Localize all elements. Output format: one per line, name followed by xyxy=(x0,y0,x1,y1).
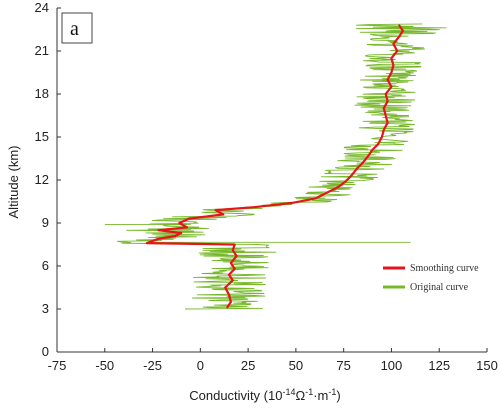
smoothing-curve-point xyxy=(386,121,389,124)
smoothing-curve-point xyxy=(233,268,236,270)
smoothing-curve-point xyxy=(392,64,395,67)
smoothing-curve-point xyxy=(157,238,160,240)
y-tick-label: 15 xyxy=(35,129,49,144)
original-curve-line xyxy=(104,23,447,310)
smoothing-curve-point xyxy=(230,262,232,264)
y-axis-title: Altitude (km) xyxy=(6,146,21,219)
smoothing-curve-point xyxy=(186,226,188,229)
smoothing-curve-point xyxy=(384,114,387,117)
smoothing-curve-point xyxy=(344,180,347,183)
smoothing-curve-line xyxy=(145,24,404,309)
panel-label-box xyxy=(61,12,93,44)
smoothing-curve-point xyxy=(233,243,236,246)
x-tick-label: 50 xyxy=(289,358,303,373)
y-tick-label: 9 xyxy=(42,215,49,230)
smoothing-curve-point xyxy=(224,286,226,289)
smoothing-curve-point xyxy=(232,279,234,282)
x-tick-label: 150 xyxy=(476,358,498,373)
original-curve-series xyxy=(104,23,447,310)
x-tick-label: 0 xyxy=(197,358,204,373)
smoothing-curve-point xyxy=(178,222,181,224)
smoothing-curve-point xyxy=(390,71,393,74)
smoothing-curve-point xyxy=(386,100,389,102)
smoothing-curve-point xyxy=(398,24,400,27)
smoothing-curve-point xyxy=(383,107,385,110)
y-tick-label: 21 xyxy=(35,43,49,58)
smoothing-curve-point xyxy=(291,202,293,204)
smoothing-curve-point xyxy=(402,30,404,32)
smoothing-curve-point xyxy=(383,129,385,131)
smoothing-curve-point xyxy=(392,43,395,45)
panel-label-text: a xyxy=(70,18,79,40)
smoothing-curve-point xyxy=(253,206,255,208)
smoothing-curve-point xyxy=(146,242,148,244)
smoothing-curve-point xyxy=(325,192,328,194)
smoothing-curve-point xyxy=(157,229,160,231)
axes xyxy=(56,7,488,353)
y-tick-label: 12 xyxy=(35,172,49,187)
y-tick-label: 0 xyxy=(42,344,49,359)
tick-labels: 0 3 6 9 12 15 18 21 24 -75 -50 -25 0 25 50 75 100 125 150 xyxy=(35,0,498,373)
smoothing-curve-point xyxy=(377,143,379,145)
y-tick-label: 24 xyxy=(35,0,49,15)
smoothing-curve-point xyxy=(367,154,370,157)
smoothing-curve-point xyxy=(180,232,182,234)
x-tick-label: 25 xyxy=(241,358,255,373)
x-tick-label: -50 xyxy=(95,358,114,373)
smoothing-curve-point xyxy=(350,174,353,177)
y-tick-label: 18 xyxy=(35,86,49,101)
smoothing-curve-point xyxy=(314,197,316,200)
smoothing-curve-point xyxy=(390,86,393,88)
smoothing-curve-point xyxy=(230,301,232,303)
panel-label: a xyxy=(61,12,93,44)
x-tick-label: 100 xyxy=(381,358,403,373)
smoothing-curve-point xyxy=(214,209,217,211)
smoothing-curve-point xyxy=(356,167,358,170)
x-tick-label: -25 xyxy=(143,358,162,373)
smoothing-curve-point xyxy=(398,35,400,38)
smoothing-curve-point xyxy=(337,186,339,188)
legend-label-original: Original curve xyxy=(410,282,469,293)
smoothing-curve-point xyxy=(381,136,383,138)
y-tick-label: 6 xyxy=(42,258,49,273)
y-tick-label: 3 xyxy=(42,301,49,316)
smoothing-curve-point xyxy=(188,217,190,220)
legend: Smoothing curve Original curve xyxy=(383,263,479,293)
x-tick-label: 75 xyxy=(336,358,350,373)
smoothing-curve-point xyxy=(174,235,177,237)
legend-label-smoothing: Smoothing curve xyxy=(410,263,479,274)
smoothing-curve-point xyxy=(235,255,238,257)
x-tick-label: -75 xyxy=(48,358,67,373)
smoothing-curve-point xyxy=(384,93,387,95)
smoothing-curve-point xyxy=(226,306,228,309)
smoothing-curve-series xyxy=(145,24,404,309)
smoothing-curve-point xyxy=(232,249,234,251)
smoothing-curve-point xyxy=(228,273,230,276)
smoothing-curve-point xyxy=(362,162,364,164)
smoothing-curve-point xyxy=(371,149,374,151)
smoothing-curve-point xyxy=(396,50,399,52)
smoothing-curve-point xyxy=(228,293,230,296)
smoothing-curve-point xyxy=(390,57,393,59)
smoothing-curve-point xyxy=(386,78,389,81)
smoothing-curve-point xyxy=(222,213,225,216)
x-axis-title: Conductivity (10-14Ω-1·m-1) xyxy=(189,387,341,403)
x-tick-label: 125 xyxy=(428,358,450,373)
